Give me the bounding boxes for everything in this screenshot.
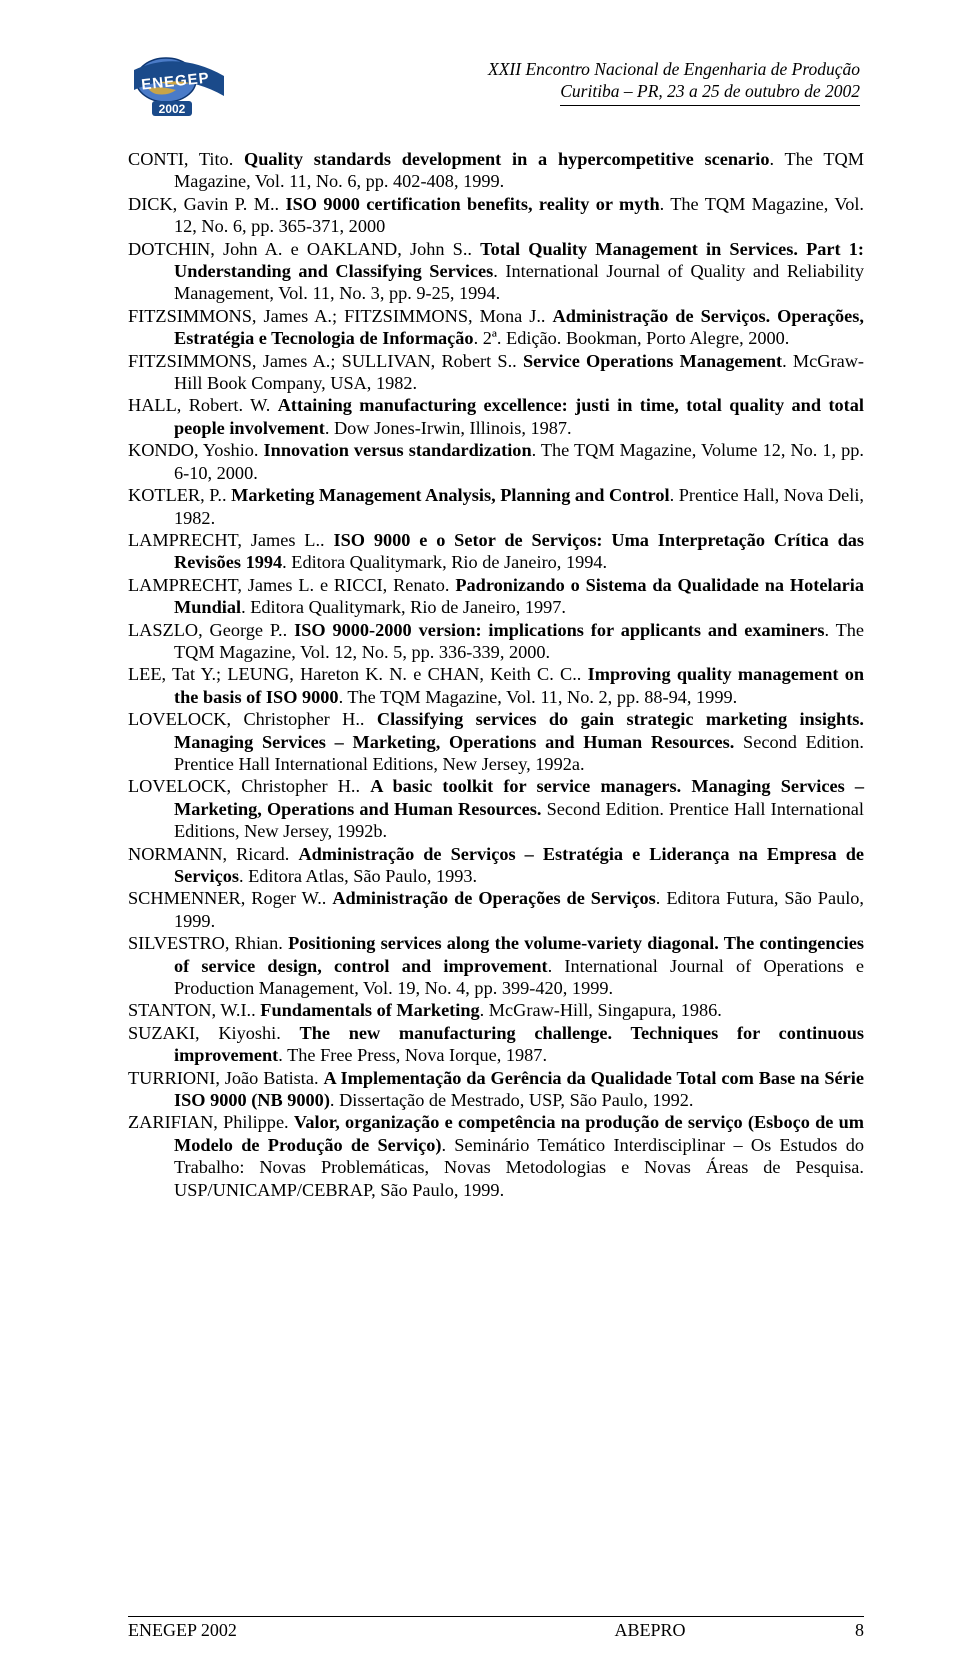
reference-entry: TURRIONI, João Batista. A Implementação … <box>128 1067 864 1112</box>
reference-entry: LOVELOCK, Christopher H.. Classifying se… <box>128 708 864 775</box>
footer-center: ABEPRO <box>476 1620 824 1641</box>
reference-entry: LASZLO, George P.. ISO 9000-2000 version… <box>128 619 864 664</box>
reference-entry: LAMPRECHT, James L. e RICCI, Renato. Pad… <box>128 574 864 619</box>
reference-entry: CONTI, Tito. Quality standards developme… <box>128 148 864 193</box>
logo-svg: ENEGEP 2002 <box>128 56 228 118</box>
footer-left: ENEGEP 2002 <box>128 1620 476 1641</box>
reference-entry: LAMPRECHT, James L.. ISO 9000 e o Setor … <box>128 529 864 574</box>
header-text: XXII Encontro Nacional de Engenharia de … <box>240 56 864 106</box>
reference-entry: SUZAKI, Kiyoshi. The new manufacturing c… <box>128 1022 864 1067</box>
reference-entry: LEE, Tat Y.; LEUNG, Hareton K. N. e CHAN… <box>128 663 864 708</box>
reference-entry: KOTLER, P.. Marketing Management Analysi… <box>128 484 864 529</box>
reference-entry: HALL, Robert. W. Attaining manufacturing… <box>128 394 864 439</box>
reference-entry: FITZSIMMONS, James A.; FITZSIMMONS, Mona… <box>128 305 864 350</box>
reference-entry: DOTCHIN, John A. e OAKLAND, John S.. Tot… <box>128 238 864 305</box>
reference-entry: STANTON, W.I.. Fundamentals of Marketing… <box>128 999 864 1021</box>
reference-entry: NORMANN, Ricard. Administração de Serviç… <box>128 843 864 888</box>
enegep-logo: ENEGEP 2002 <box>128 56 228 118</box>
page-header: ENEGEP 2002 XXII Encontro Nacional de En… <box>128 56 864 118</box>
reference-entry: ZARIFIAN, Philippe. Valor, organização e… <box>128 1111 864 1201</box>
reference-entry: LOVELOCK, Christopher H.. A basic toolki… <box>128 775 864 842</box>
reference-entry: SCHMENNER, Roger W.. Administração de Op… <box>128 887 864 932</box>
reference-entry: KONDO, Yoshio. Innovation versus standar… <box>128 439 864 484</box>
references-list: CONTI, Tito. Quality standards developme… <box>128 148 864 1201</box>
page: ENEGEP 2002 XXII Encontro Nacional de En… <box>0 0 960 1671</box>
footer-page-number: 8 <box>824 1620 864 1641</box>
header-line1: XXII Encontro Nacional de Engenharia de … <box>240 58 860 80</box>
svg-text:2002: 2002 <box>159 102 186 116</box>
reference-entry: SILVESTRO, Rhian. Positioning services a… <box>128 932 864 999</box>
page-footer: ENEGEP 2002 ABEPRO 8 <box>128 1616 864 1641</box>
header-line2: Curitiba – PR, 23 a 25 de outubro de 200… <box>560 80 860 105</box>
reference-entry: FITZSIMMONS, James A.; SULLIVAN, Robert … <box>128 350 864 395</box>
reference-entry: DICK, Gavin P. M.. ISO 9000 certificatio… <box>128 193 864 238</box>
